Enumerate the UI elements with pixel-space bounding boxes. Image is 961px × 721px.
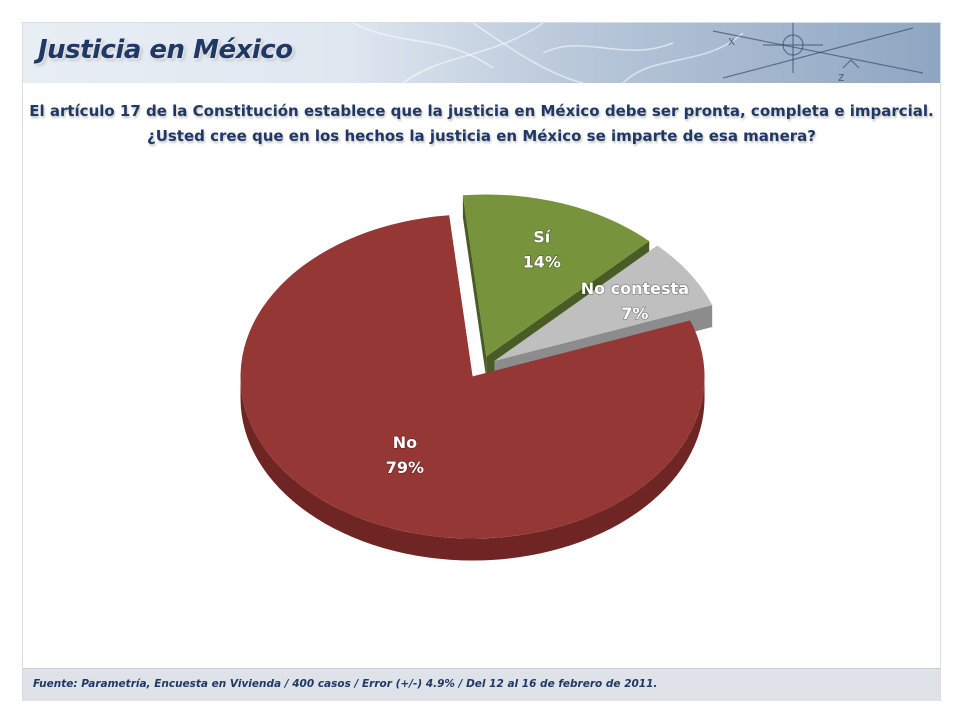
slice-label-sí: Sí [533, 227, 552, 246]
slice-label-no-contesta: No contesta [581, 279, 689, 298]
slide-frame: x z Justicia en México El artículo 17 de… [22, 22, 941, 701]
page-title: Justicia en México [38, 35, 293, 65]
survey-question: El artículo 17 de la Constitución establ… [23, 99, 940, 149]
slice-value-no: 79% [386, 458, 424, 477]
pie-chart: No 79% No contesta 7% Sí 14% [240, 194, 713, 561]
pie-slice-no [240, 215, 705, 561]
footer-bar: Fuente: Parametría, Encuesta en Vivienda… [23, 668, 940, 701]
source-note: Fuente: Parametría, Encuesta en Vivienda… [33, 678, 658, 690]
slice-label-no: No [393, 433, 417, 452]
slice-value-no-contesta: 7% [621, 304, 648, 323]
question-line-1: El artículo 17 de la Constitución establ… [29, 102, 934, 120]
svg-text:x: x [728, 34, 735, 48]
slice-top-face [494, 245, 713, 361]
slice-top-face [462, 194, 650, 357]
question-line-2: ¿Usted cree que en los hechos la justici… [147, 127, 816, 145]
slice-cut-wall [462, 195, 487, 379]
slice-top-face [240, 215, 705, 539]
header-banner: x z Justicia en México [23, 23, 940, 83]
banner-network-graphic: x z [352, 23, 924, 83]
svg-text:z: z [838, 70, 844, 83]
slice-value-sí: 14% [523, 252, 561, 271]
